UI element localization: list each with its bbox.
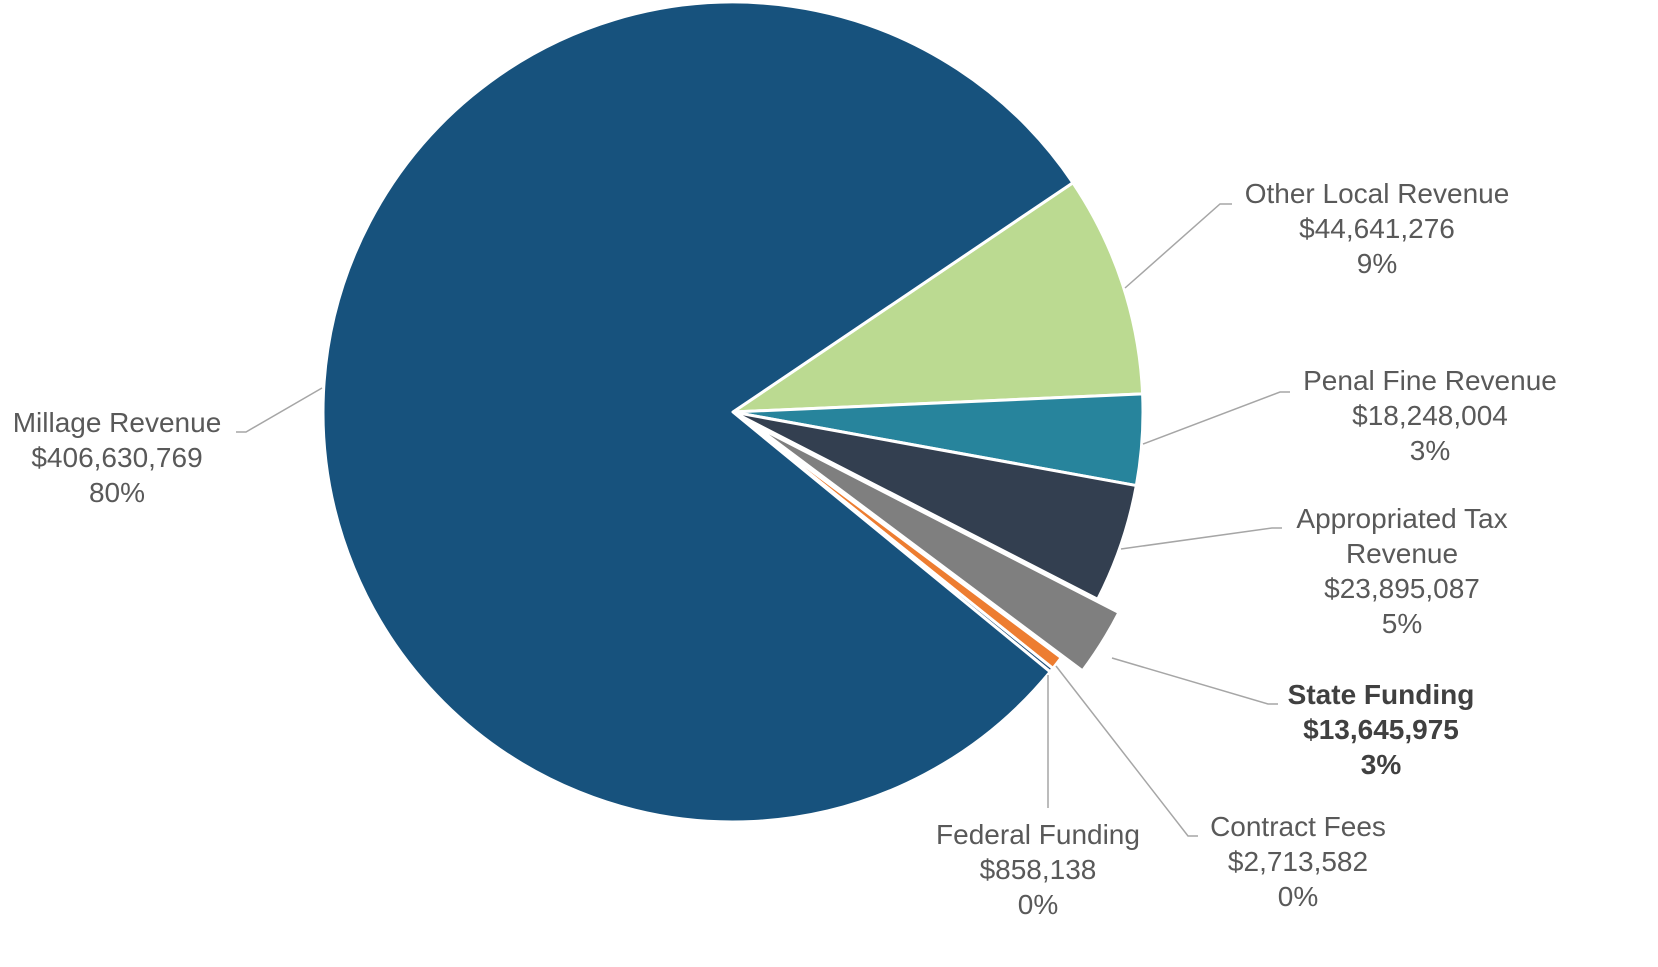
leader-line-contract-fees: [1055, 665, 1198, 837]
slice-labels: Other Local Revenue $44,641,276 9% Penal Fi…: [13, 178, 1557, 920]
slice-other-local-revenue: [731, 181, 1145, 414]
data-label-other-local-revenue: Other Local Revenue $44,641,276 9%: [1245, 178, 1510, 279]
data-label-federal-funding: Federal Funding $858,138 0%: [936, 819, 1140, 920]
leader-line-millage-revenue: [236, 387, 323, 433]
slice-appropriated-tax-revenue: [731, 410, 1138, 601]
slice-millage-revenue: [321, 0, 1075, 824]
data-label-state-funding: State Funding $13,645,975 3%: [1288, 679, 1475, 780]
slice-state-funding: [752, 423, 1121, 673]
leader-line-appropriated-tax-revenue: [1120, 527, 1282, 550]
data-label-penal-fine-revenue: Penal Fine Revenue $18,248,004 3%: [1303, 365, 1557, 466]
leader-line-penal-fine-revenue: [1142, 391, 1290, 445]
data-label-appropriated-tax-revenue: Appropriated Tax Revenue $23,895,087 5%: [1296, 503, 1507, 639]
data-label-contract-fees: Contract Fees $2,713,582 0%: [1210, 811, 1386, 912]
data-label-millage-revenue: Millage Revenue $406,630,769 80%: [13, 407, 222, 508]
pie-slices: [321, 0, 1145, 824]
leader-line-other-local-revenue: [1124, 203, 1232, 289]
leader-line-state-funding: [1111, 657, 1278, 705]
leader-lines: [236, 203, 1290, 837]
